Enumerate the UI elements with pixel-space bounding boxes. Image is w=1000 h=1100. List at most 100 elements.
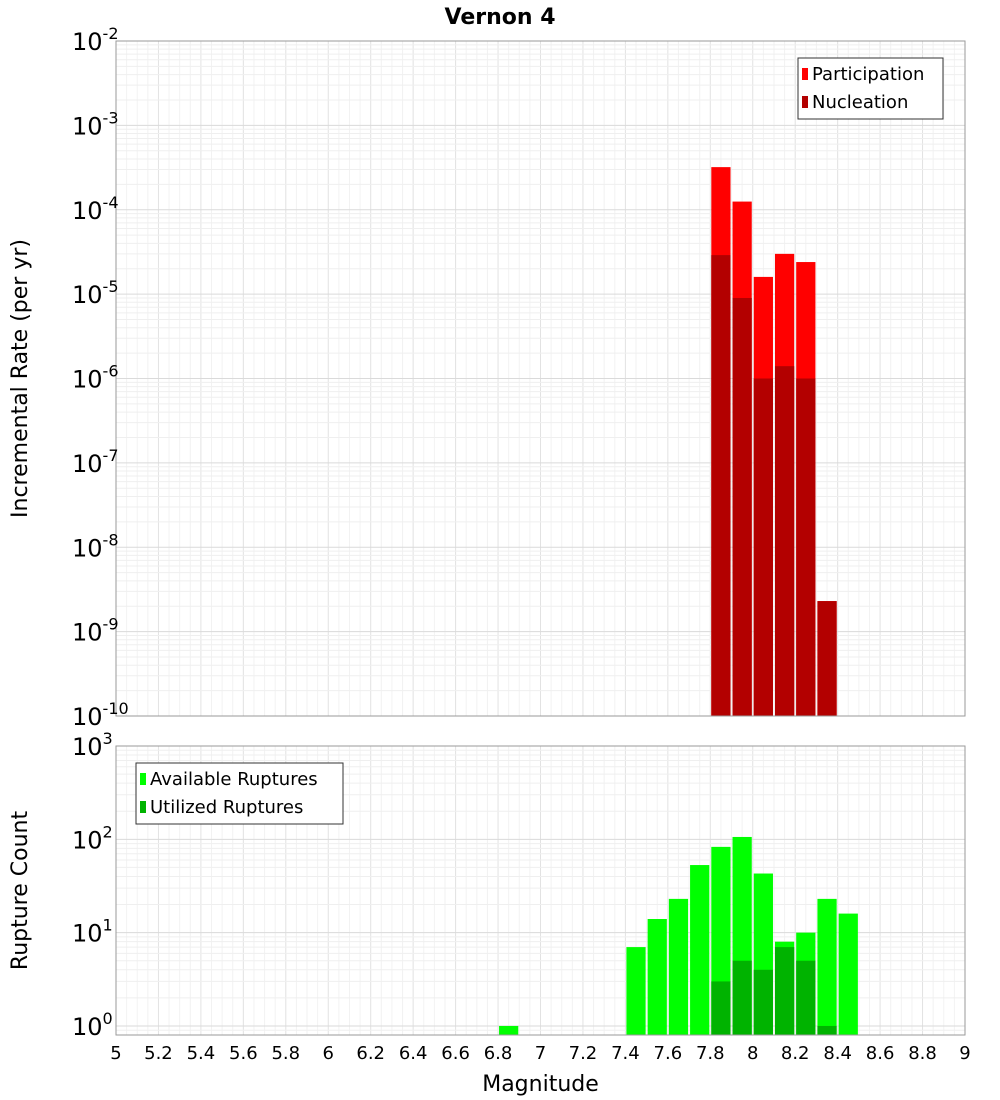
legend-swatch [802, 96, 808, 108]
bar [817, 898, 837, 1035]
bar [796, 960, 816, 1035]
y-tick-exponent: -8 [103, 530, 119, 549]
x-tick-label: 7.2 [569, 1043, 598, 1064]
gridlines [115, 40, 966, 717]
y-tick-base: 10 [72, 1013, 103, 1041]
x-tick-label: 5 [110, 1043, 121, 1064]
x-tick-label: 5.8 [271, 1043, 300, 1064]
legend-box [135, 762, 344, 825]
bar [753, 969, 773, 1035]
legend: Participation Nucleation [797, 57, 944, 120]
x-tick-label: 5.4 [187, 1043, 216, 1064]
x-tick-label: 8.4 [823, 1043, 852, 1064]
y-tick-exponent: 0 [103, 1009, 113, 1028]
legend-box [797, 57, 944, 120]
x-tick-label: 7 [535, 1043, 546, 1064]
x-tick-label: 6.6 [441, 1043, 470, 1064]
series-utilized-ruptures [711, 947, 837, 1035]
y-tick-label: 10-6 [72, 362, 119, 394]
x-tick-label: 9 [959, 1043, 970, 1064]
x-tick-label: 8.6 [866, 1043, 895, 1064]
y-tick-label: 10-7 [72, 446, 119, 478]
top-panel: 10-1010-910-810-710-610-510-410-310-2Inc… [8, 24, 966, 731]
bar [711, 255, 731, 716]
bar [838, 913, 858, 1035]
y-tick-base: 10 [72, 112, 103, 140]
x-tick-label: 8 [747, 1043, 758, 1064]
y-tick-base: 10 [72, 703, 103, 731]
y-tick-label: 10-8 [72, 530, 119, 562]
bar [690, 865, 710, 1035]
bar [753, 378, 773, 716]
bar [774, 366, 795, 716]
y-tick-exponent: -4 [103, 193, 119, 212]
y-tick-label: 103 [72, 729, 113, 761]
y-tick-exponent: -2 [103, 24, 119, 43]
y-tick-label: 10-4 [72, 193, 119, 225]
y-tick-label: 10-10 [72, 699, 129, 731]
bar [499, 1025, 519, 1035]
x-axis-label: Magnitude [482, 1072, 599, 1097]
x-tick-label: 6.4 [399, 1043, 428, 1064]
legend: Available Ruptures Utilized Ruptures [135, 762, 344, 825]
x-tick-label: 6.2 [356, 1043, 385, 1064]
x-tick-label: 6.8 [484, 1043, 513, 1064]
y-tick-label: 101 [72, 916, 113, 948]
y-tick-base: 10 [72, 197, 103, 225]
x-tick-label: 8.8 [908, 1043, 937, 1064]
y-tick-base: 10 [72, 826, 103, 854]
bar [711, 981, 731, 1035]
plot-frame [115, 745, 966, 1036]
y-tick-base: 10 [72, 281, 103, 309]
y-tick-base: 10 [72, 733, 103, 761]
y-tick-base: 10 [72, 450, 103, 478]
y-tick-label: 10-5 [72, 277, 119, 309]
y-tick-exponent: 3 [103, 729, 113, 748]
legend-label: Utilized Ruptures [150, 797, 303, 818]
bar [774, 947, 795, 1035]
bar [626, 947, 646, 1035]
y-tick-label: 102 [72, 822, 113, 854]
chart-title: Vernon 4 [445, 5, 556, 30]
y-tick-label: 10-2 [72, 24, 119, 56]
x-tick-label: 7.8 [696, 1043, 725, 1064]
y-tick-exponent: -6 [103, 362, 119, 381]
y-tick-base: 10 [72, 366, 103, 394]
legend-label: Participation [812, 64, 924, 85]
y-tick-exponent: -7 [103, 446, 119, 465]
x-tick-label: 6 [323, 1043, 334, 1064]
y-tick-exponent: 2 [103, 822, 113, 841]
y-tick-exponent: -5 [103, 277, 119, 296]
bar [732, 960, 752, 1035]
y-axis-label: Incremental Rate (per yr) [8, 239, 33, 518]
bar [817, 601, 837, 716]
y-tick-exponent: -10 [103, 699, 129, 718]
legend-label: Available Ruptures [150, 769, 318, 790]
y-tick-exponent: -3 [103, 108, 119, 127]
legend-swatch [140, 773, 146, 785]
plot-frame [115, 40, 966, 717]
bar [817, 1025, 837, 1035]
bar [668, 898, 689, 1035]
legend-swatch [140, 801, 146, 813]
y-tick-label: 10-3 [72, 108, 119, 140]
legend-swatch [802, 68, 808, 80]
y-tick-label: 100 [72, 1009, 113, 1041]
y-axis-label: Rupture Count [8, 811, 33, 971]
series-nucleation [711, 255, 837, 716]
bar [796, 378, 816, 716]
x-tick-label: 7.4 [611, 1043, 640, 1064]
x-tick-label: 5.2 [144, 1043, 173, 1064]
legend-label: Nucleation [812, 92, 908, 113]
y-tick-exponent: 1 [103, 916, 113, 935]
x-tick-label: 8.2 [781, 1043, 810, 1064]
x-tick-labels: 5 5.2 5.4 5.6 5.8 6 6.2 6.4 6.6 6.8 7 7.2 7.4 7.6 7.8 8… [110, 1043, 970, 1064]
y-tick-label: 10-9 [72, 615, 119, 647]
y-tick-exponent: -9 [103, 615, 119, 634]
y-tick-base: 10 [72, 920, 103, 948]
